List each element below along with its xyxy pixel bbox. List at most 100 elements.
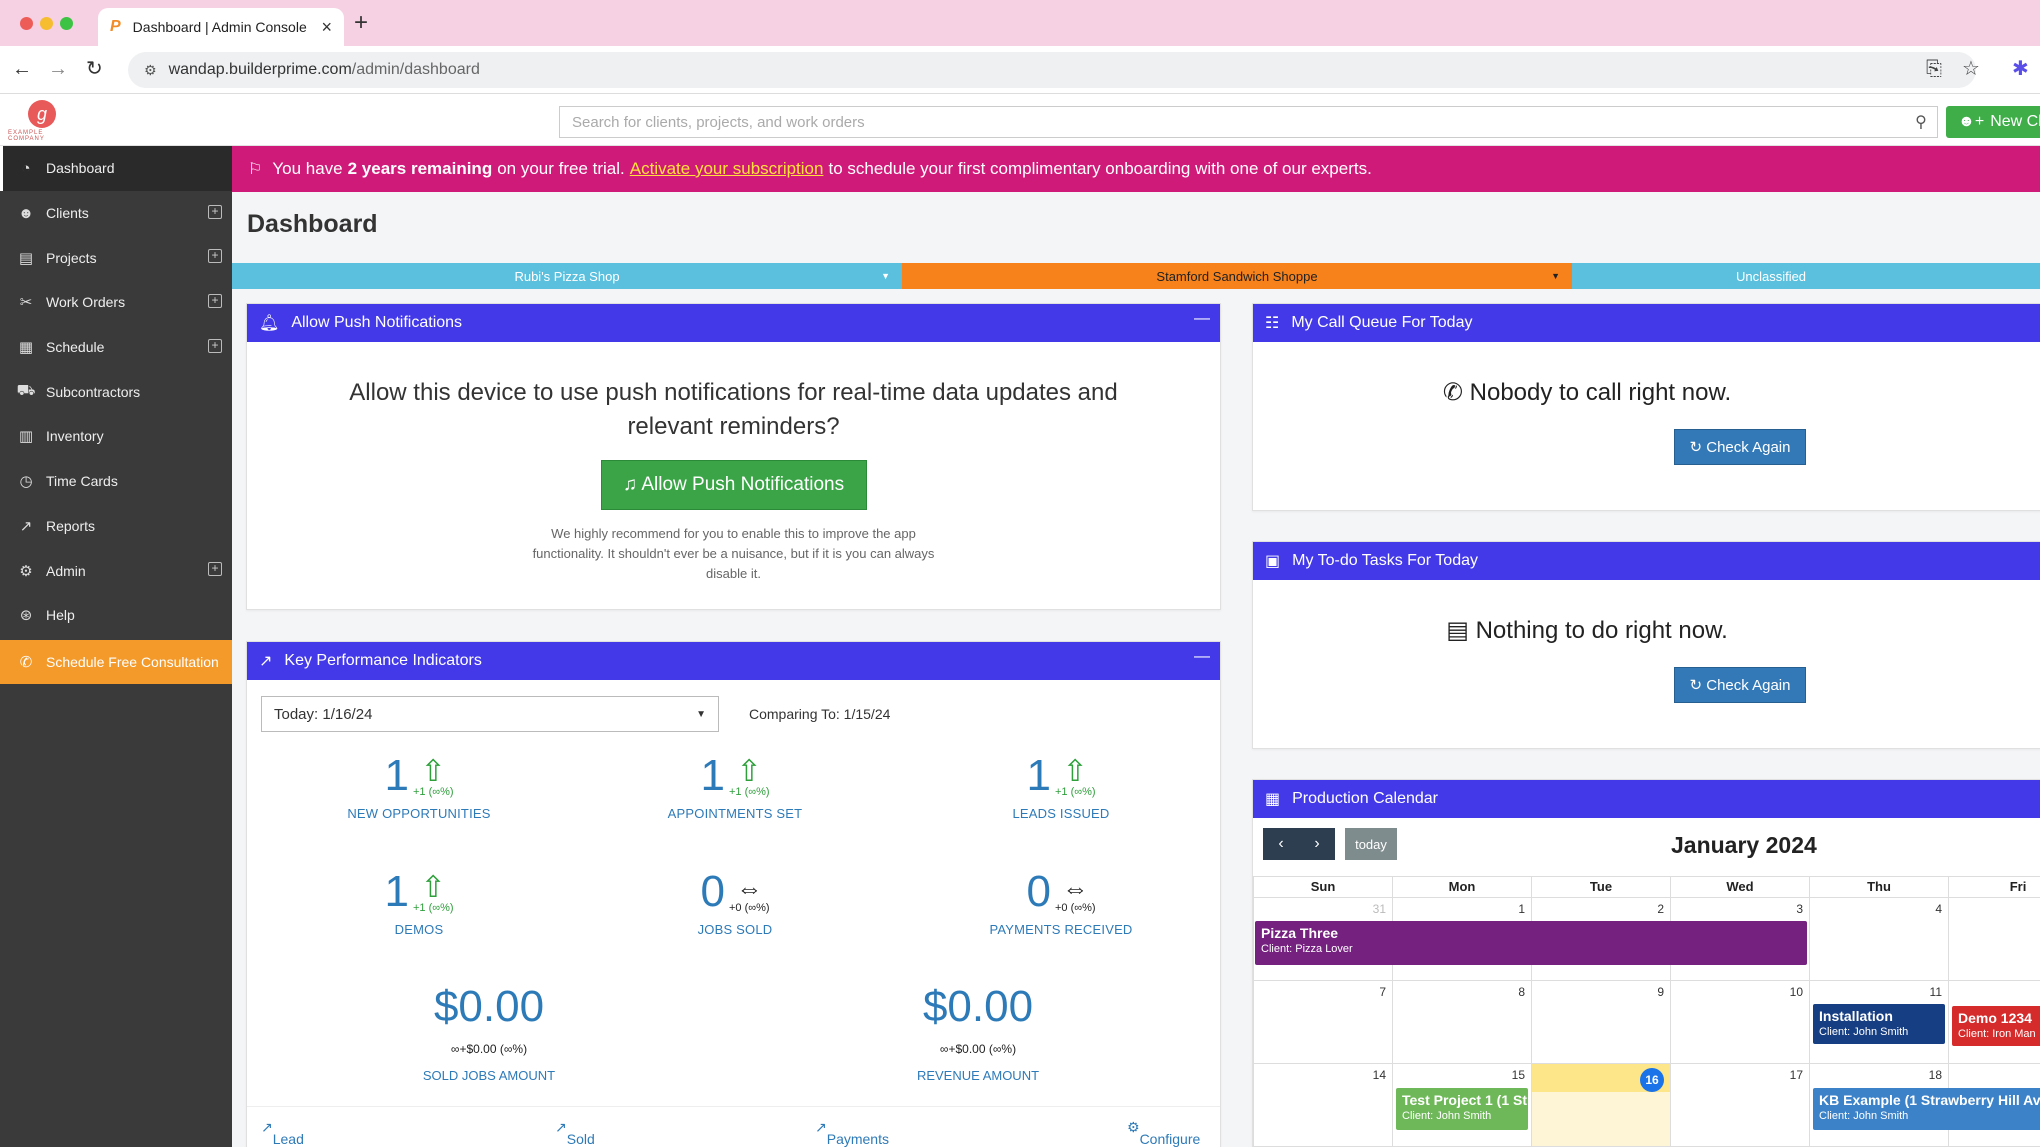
company-logo[interactable]: g EXAMPLE COMPANY (8, 100, 76, 142)
sidebar-item-time-cards[interactable]: ◷ Time Cards (0, 459, 232, 504)
calendar-event[interactable]: KB Example (1 Strawberry Hill Ave) Clien… (1813, 1088, 2040, 1130)
location-stamford-sandwich[interactable]: Stamford Sandwich Shoppe ▼ (902, 263, 1572, 289)
sidebar-item-help[interactable]: ⊛ Help (0, 593, 232, 638)
calendar-day[interactable]: 4 (1809, 897, 1949, 981)
calendar-day[interactable]: 14 (1253, 1063, 1393, 1147)
next-month-button[interactable]: › (1299, 828, 1335, 860)
todo-check-again-button[interactable]: ↻ Check Again (1674, 667, 1806, 703)
kpi-change: +1 (∞%) (412, 786, 454, 798)
kpi-revenue-amount: $0.00 ∞+$0.00 (∞%) REVENUE AMOUNT (828, 982, 1128, 1083)
configure-link[interactable]: ⚙ Configure (1127, 1119, 1201, 1147)
calendar-day-today[interactable]: 16 (1531, 1063, 1671, 1147)
address-bar[interactable]: ⚙ wandap.builderprime.com/admin/dashboar… (128, 52, 1976, 88)
calendar-event[interactable]: Pizza Three Client: Pizza Lover (1255, 921, 1807, 965)
calendar-icon: ▦ (18, 339, 34, 357)
new-client-button[interactable]: ☻+ New Client (1946, 106, 2040, 138)
zoom-window-button[interactable] (60, 17, 73, 30)
sidebar-item-work-orders[interactable]: ✂ Work Orders + (0, 280, 232, 325)
expand-projects-icon[interactable]: + (208, 249, 222, 264)
search-icon[interactable]: ⚲ (1915, 114, 1927, 131)
new-tab-icon[interactable]: + (354, 9, 369, 36)
bookmark-star-icon[interactable]: ☆ (1962, 58, 1980, 80)
money-label: SOLD JOBS AMOUNT (422, 1068, 556, 1083)
location-rubis-pizza[interactable]: Rubi's Pizza Shop ▼ (232, 263, 902, 289)
push-question: Allow this device to use push notificati… (349, 379, 1118, 440)
kpi-panel: ↗ Key Performance Indicators — Today: 1/… (246, 641, 1221, 1147)
sidebar-item-projects[interactable]: ▤ Projects + (0, 235, 232, 280)
phone-list-icon: ☷ (1265, 315, 1280, 332)
call-queue-message: ✆ Nobody to call right now. (1123, 342, 2040, 407)
prev-month-button[interactable]: ‹ (1263, 828, 1299, 860)
sidebar-item-admin[interactable]: ⚙ Admin + (0, 548, 232, 593)
location-unclassified[interactable]: Unclassified (1572, 263, 2040, 289)
link-label: Payments (826, 1131, 889, 1147)
forward-icon[interactable]: → (48, 58, 68, 80)
kpi-jobs-sold: 0 ⇔ +0 (∞%) JOBS SOLD (615, 860, 855, 938)
link-label: Lead Performance (272, 1131, 304, 1147)
activate-subscription-link[interactable]: Activate your subscription (629, 159, 824, 178)
sidebar-item-label: Clients (46, 205, 89, 222)
kpi-value: 1 (700, 751, 725, 800)
calendar-event[interactable]: Installation Client: John Smith (1813, 1004, 1945, 1044)
sidebar-item-subcontractors[interactable]: ⛟ Subcontractors (0, 369, 232, 414)
allow-push-label: Allow Push Notifications (641, 474, 845, 495)
extension-icon[interactable]: ✱ (2012, 58, 2029, 80)
calendar-day[interactable]: 8 (1392, 980, 1532, 1064)
close-tab-icon[interactable]: × (321, 16, 332, 37)
sidebar-item-schedule[interactable]: ▦ Schedule + (0, 325, 232, 370)
production-calendar-panel: ▦ Production Calendar ‹ › today January … (1252, 779, 2040, 1147)
call-queue-check-again-button[interactable]: ↻ Check Again (1674, 429, 1806, 465)
event-client: Client: John Smith (1402, 1110, 1492, 1122)
schedule-consultation-button[interactable]: ✆ Schedule Free Consultation (0, 639, 232, 685)
reload-icon[interactable]: ↻ (86, 58, 103, 80)
phone-icon: ✆ (1442, 379, 1463, 406)
lead-performance-link[interactable]: ↗ Lead Performance (261, 1119, 304, 1147)
calendar-day[interactable]: 9 (1531, 980, 1671, 1064)
today-button[interactable]: today (1345, 828, 1397, 860)
expand-clients-icon[interactable]: + (208, 204, 222, 219)
chevron-down-icon: ▼ (1551, 271, 1560, 281)
weekday-header: Fri (1948, 876, 2040, 898)
allow-push-button[interactable]: ♫ Allow Push Notifications (600, 460, 867, 510)
kpi-period-select[interactable]: Today: 1/16/24 ▼ (261, 696, 719, 732)
calendar-event[interactable]: Demo 1234 Client: Iron Man (1952, 1006, 2040, 1046)
expand-schedule-icon[interactable]: + (208, 338, 222, 353)
global-search: ⚲ (559, 106, 1938, 138)
back-icon[interactable]: ← (12, 58, 32, 80)
close-window-button[interactable] (20, 17, 33, 30)
arrow-up-icon: ⇧ (736, 755, 762, 788)
browser-tab[interactable]: P Dashboard | Admin Console × (98, 8, 344, 46)
site-info-icon[interactable]: ⚙ (144, 61, 157, 78)
expand-work-orders-icon[interactable]: + (208, 294, 222, 309)
button-label: Check Again (1706, 439, 1791, 456)
search-input[interactable] (572, 113, 1905, 131)
sidebar-item-inventory[interactable]: ▥ Inventory (0, 414, 232, 459)
sidebar-item-clients[interactable]: ☻ Clients + (0, 191, 232, 236)
calendar-event[interactable]: Test Project 1 (1 Strawberry Hill Ave) C… (1396, 1088, 1528, 1130)
kpi-label: APPOINTMENTS SET (667, 806, 803, 821)
arrow-up-icon: ⇧ (1062, 755, 1088, 788)
sidebar-item-dashboard[interactable]: ◔ Dashboard (0, 146, 232, 191)
sold-contracts-link[interactable]: ↗ Sold Contracts (555, 1119, 595, 1147)
minimize-window-button[interactable] (40, 17, 53, 30)
sidebar-item-reports[interactable]: ↗ Reports (0, 504, 232, 549)
inventory-icon: ▥ (18, 428, 34, 446)
calendar-day[interactable]: 10 (1670, 980, 1810, 1064)
calendar-month: January 2024 (1671, 832, 1817, 858)
kpi-change: +1 (∞%) (1054, 786, 1096, 798)
kpi-change: +0 (∞%) (728, 902, 770, 914)
calendar-nav: ‹ › today (1263, 828, 1397, 860)
calendar-day[interactable]: 7 (1253, 980, 1393, 1064)
minimize-panel-icon[interactable]: — (1194, 648, 1210, 665)
expand-admin-icon[interactable]: + (208, 562, 222, 577)
event-client: Client: John Smith (1819, 1026, 1909, 1038)
payments-link[interactable]: ↗ Payments (815, 1119, 889, 1147)
install-app-icon[interactable]: ⎘ (1926, 58, 1942, 80)
tab-title: Dashboard | Admin Console (132, 19, 307, 35)
minimize-panel-icon[interactable]: — (1194, 310, 1210, 327)
calendar-day[interactable]: 5 (1948, 897, 2040, 981)
calendar-day[interactable]: 17 (1670, 1063, 1810, 1147)
push-notifications-panel: 🔔︎ Allow Push Notifications — Allow this… (246, 303, 1221, 610)
tools-icon: ✂ (19, 294, 33, 312)
flag-icon: ⚐ (248, 161, 263, 178)
